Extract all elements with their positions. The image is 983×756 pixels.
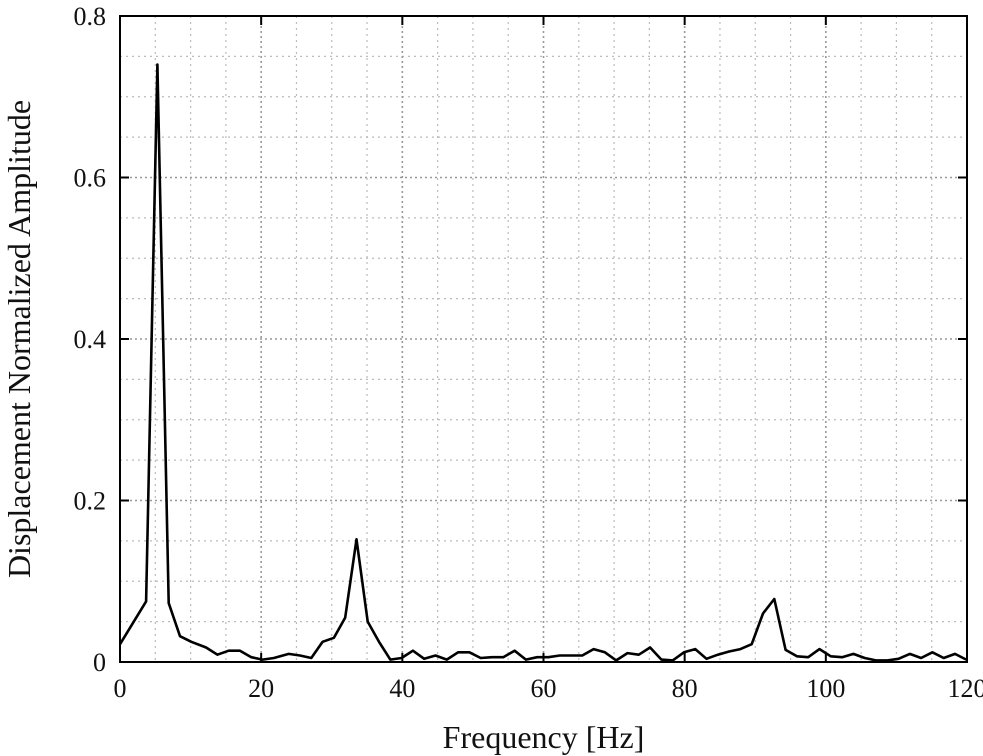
y-tick-label: 0.6 (74, 164, 107, 193)
axis-ticks (119, 15, 968, 663)
x-tick-label: 60 (531, 674, 557, 703)
y-tick-label: 0 (93, 648, 106, 677)
x-tick-label: 40 (389, 674, 415, 703)
y-tick-label: 0.2 (74, 487, 107, 516)
x-axis-label: Frequency [Hz] (443, 719, 645, 755)
x-tick-label: 0 (114, 674, 127, 703)
y-tick-labels: 0 0.2 0.4 0.6 0.8 (74, 2, 107, 677)
x-tick-label: 100 (806, 674, 845, 703)
x-tick-label: 20 (248, 674, 274, 703)
x-tick-label: 80 (672, 674, 698, 703)
x-tick-label: 120 (948, 674, 983, 703)
major-grid (120, 16, 967, 662)
y-tick-label: 0.4 (74, 325, 107, 354)
series-line (118, 63, 967, 662)
y-axis-label: Displacement Normalized Amplitude (1, 100, 37, 578)
y-tick-label: 0.8 (74, 2, 107, 31)
series-layer (118, 63, 967, 662)
x-tick-labels: 0 20 40 60 80 100 120 (114, 674, 983, 703)
